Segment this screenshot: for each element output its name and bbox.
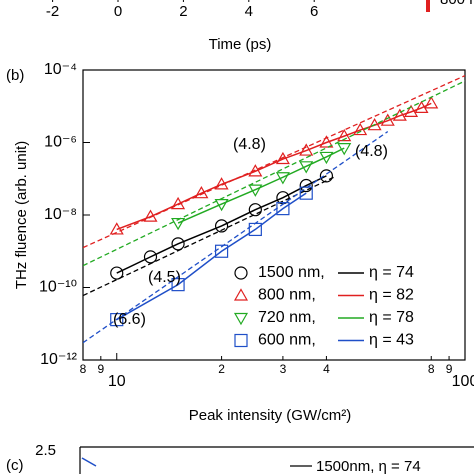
marker <box>110 266 124 280</box>
marker <box>337 128 352 142</box>
legend-fit: η = 74 <box>369 264 414 281</box>
plot-area <box>83 75 465 344</box>
top-x-tick-label: 0 <box>114 3 122 20</box>
x-tick-label: 9 <box>97 362 104 376</box>
x-tick-label: 9 <box>446 362 453 376</box>
marker <box>171 278 185 292</box>
marker <box>276 202 290 216</box>
legend-name: 600 nm, <box>258 332 316 349</box>
annotation: (6.6) <box>113 311 146 328</box>
fit-line <box>83 75 465 249</box>
top-x-label: Time (ps) <box>209 36 272 53</box>
annotation: (4.8) <box>355 143 388 160</box>
marker <box>214 198 229 212</box>
fit-line <box>83 131 389 344</box>
top-x-tick-label: 4 <box>245 3 253 20</box>
marker <box>367 117 382 131</box>
data-line <box>116 102 432 231</box>
marker <box>299 143 314 156</box>
marker <box>299 186 313 200</box>
marker <box>171 217 186 231</box>
x-tick-label: 3 <box>280 362 287 376</box>
top-x-tick-label: 6 <box>310 3 318 20</box>
marker <box>319 135 334 148</box>
marker <box>414 100 429 114</box>
marker <box>248 184 263 197</box>
x-axis-label: Peak intensity (GW/cm²) <box>189 407 352 424</box>
data-line <box>116 192 307 321</box>
marker <box>380 113 395 126</box>
marker <box>248 222 262 237</box>
top-x-tick-label: -2 <box>46 3 59 20</box>
c-curve <box>81 457 97 467</box>
marker <box>319 151 334 165</box>
marker <box>248 164 263 177</box>
x-tick-label: 8 <box>428 362 435 376</box>
x-tick-label: 8 <box>80 362 87 376</box>
x-tick-label: 100 <box>452 373 474 390</box>
marker <box>143 209 158 222</box>
marker <box>424 96 439 109</box>
marker <box>194 185 209 199</box>
marker <box>214 244 229 258</box>
fit-line <box>83 80 465 267</box>
y-tick-label: 10⁻¹⁰ <box>39 279 77 296</box>
legend-name: 1500 nm, <box>258 264 325 281</box>
panel-label: (b) <box>6 67 24 84</box>
y-tick-label: 10⁻¹² <box>40 351 78 368</box>
marker <box>110 313 124 327</box>
y-tick-label: 10⁻⁸ <box>44 206 77 223</box>
top-legend: 800 nm <box>440 0 474 8</box>
y-tick-label: 10⁻⁶ <box>44 134 77 151</box>
marker <box>248 203 262 217</box>
x-tick-label: 4 <box>323 362 330 376</box>
marker <box>275 151 290 165</box>
x-tick-label: 10 <box>108 373 126 390</box>
legend-marker <box>234 266 248 280</box>
y-tick-label: 10⁻⁴ <box>44 61 77 78</box>
marker <box>171 237 185 251</box>
marker <box>109 222 124 235</box>
marker <box>299 161 314 174</box>
legend-marker <box>233 288 249 301</box>
marker <box>214 219 229 233</box>
top-x-tick-label: 2 <box>179 3 187 20</box>
marker <box>404 104 419 117</box>
legend-fit: η = 43 <box>369 332 414 349</box>
marker <box>299 178 313 193</box>
legend-marker <box>233 312 249 326</box>
marker <box>171 196 186 210</box>
marker <box>353 122 368 136</box>
marker <box>319 169 334 183</box>
legend-name: 800 nm, <box>258 287 316 304</box>
y-axis-label: THz fluence (arb. unit) <box>13 141 30 289</box>
panel-label-c: (c) <box>6 457 24 474</box>
marker <box>143 250 158 264</box>
marker <box>392 108 407 121</box>
annotation: (4.5) <box>148 269 181 286</box>
annotation: (4.8) <box>233 136 266 153</box>
fit-line <box>83 176 335 297</box>
marker <box>275 172 290 185</box>
legend-fit: η = 78 <box>369 309 414 326</box>
c-y-tick: 2.5 <box>35 442 56 459</box>
marker <box>337 143 352 156</box>
legend-fit: η = 82 <box>369 287 414 304</box>
c-legend: 1500nm, η = 74 <box>316 458 421 474</box>
data-line <box>177 147 345 224</box>
legend-marker <box>234 333 248 348</box>
legend-name: 720 nm, <box>258 309 316 326</box>
marker <box>214 177 229 190</box>
x-tick-label: 2 <box>218 362 225 376</box>
data-line <box>116 175 327 274</box>
